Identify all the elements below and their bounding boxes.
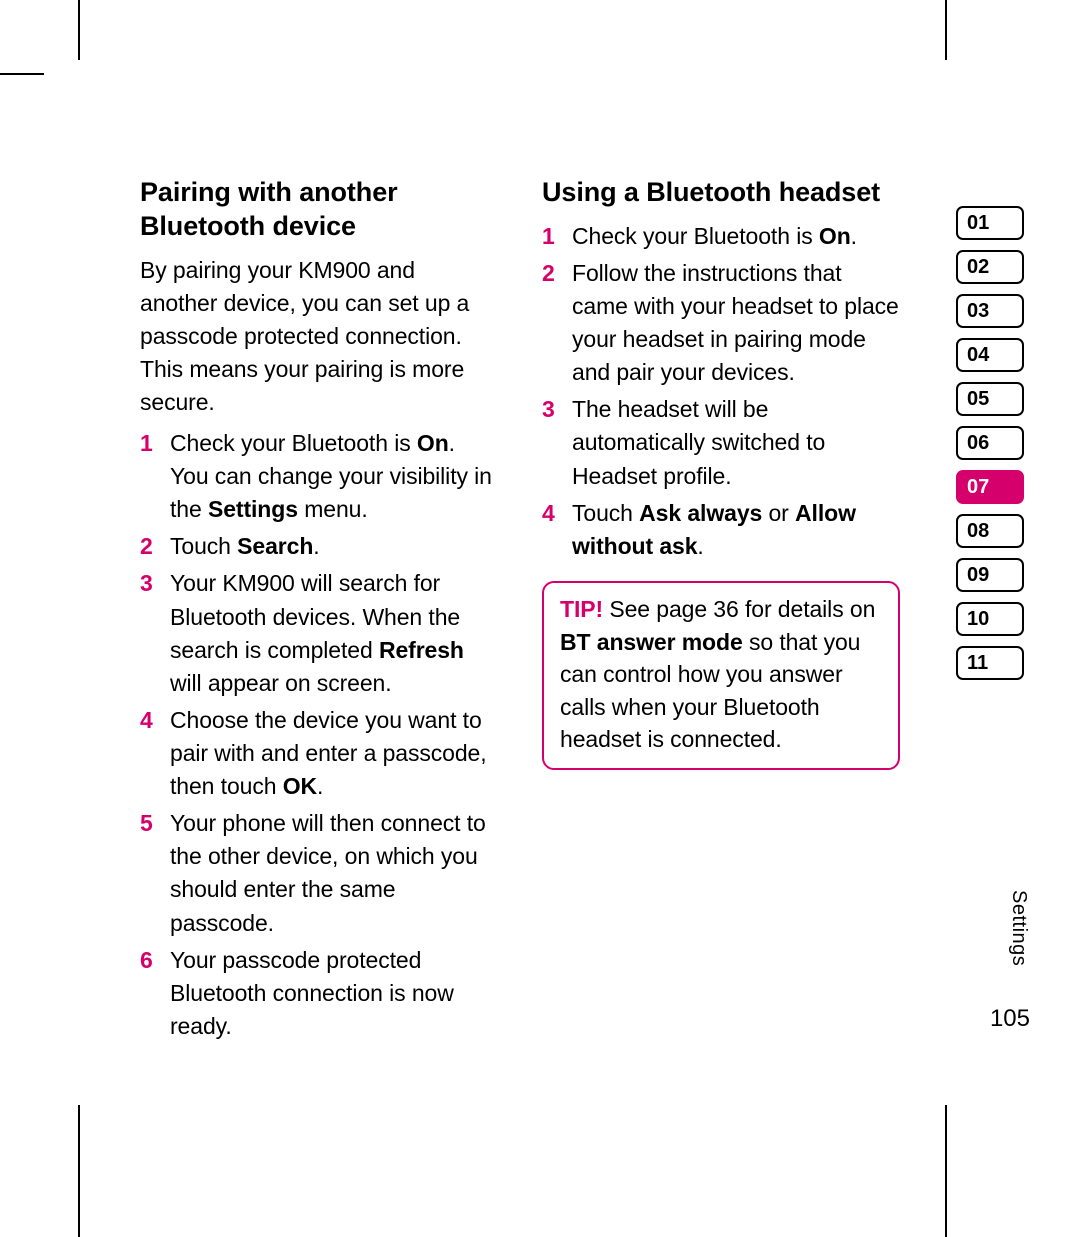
bold-on: On [819,223,851,249]
step-text: Follow the instructions that came with y… [572,260,899,385]
bold-refresh: Refresh [379,637,464,663]
manual-page: Pairing with another Bluetooth device By… [0,0,1080,1237]
tab-06[interactable]: 06 [956,426,1024,460]
pairing-steps: Check your Bluetooth is On. You can chan… [140,427,498,1043]
headset-steps: Check your Bluetooth is On. Follow the i… [542,220,900,563]
tab-07[interactable]: 07 [956,470,1024,504]
chapter-tabs: 01 02 03 04 05 06 07 08 09 10 11 [956,206,1024,690]
crop-mark [945,1105,947,1237]
left-column: Pairing with another Bluetooth device By… [140,176,498,1047]
section-side-label: Settings [1007,890,1030,966]
step-2: Follow the instructions that came with y… [542,257,900,389]
step-1: Check your Bluetooth is On. You can chan… [140,427,498,526]
tab-08[interactable]: 08 [956,514,1024,548]
section-heading-pairing: Pairing with another Bluetooth device [140,176,498,244]
step-5: Your phone will then connect to the othe… [140,807,498,939]
step-3: The headset will be automatically switch… [542,393,900,492]
step-1: Check your Bluetooth is On. [542,220,900,253]
step-text: Check your Bluetooth is [170,430,417,456]
tab-10[interactable]: 10 [956,602,1024,636]
tab-03[interactable]: 03 [956,294,1024,328]
step-text: or [762,500,795,526]
tab-01[interactable]: 01 [956,206,1024,240]
step-text: will appear on screen. [170,670,392,696]
step-text: The headset will be automatically switch… [572,396,825,488]
bold-bt-answer-mode: BT answer mode [560,629,743,655]
bold-on: On [417,430,449,456]
step-text: Check your Bluetooth is [572,223,819,249]
tab-11[interactable]: 11 [956,646,1024,680]
step-2: Touch Search. [140,530,498,563]
step-text: Your phone will then connect to the othe… [170,810,486,935]
bold-ask-always: Ask always [639,500,762,526]
step-text: menu. [298,496,368,522]
step-4: Choose the device you want to pair with … [140,704,498,803]
step-text: Touch [170,533,237,559]
bold-search: Search [237,533,313,559]
section-heading-headset: Using a Bluetooth headset [542,176,900,210]
step-text: . [851,223,857,249]
step-text: Touch [572,500,639,526]
step-text: . [697,533,703,559]
crop-mark [0,73,44,75]
tab-02[interactable]: 02 [956,250,1024,284]
crop-mark [945,0,947,60]
step-6: Your passcode protected Bluetooth connec… [140,944,498,1043]
tab-04[interactable]: 04 [956,338,1024,372]
bold-settings: Settings [208,496,298,522]
section-intro: By pairing your KM900 and another device… [140,254,498,420]
step-text: Choose the device you want to pair with … [170,707,487,799]
content-columns: Pairing with another Bluetooth device By… [140,176,900,1047]
step-3: Your KM900 will search for Bluetooth dev… [140,567,498,699]
crop-mark [78,1105,80,1237]
right-column: Using a Bluetooth headset Check your Blu… [542,176,900,1047]
tip-lead: TIP! [560,596,603,622]
step-text: Your passcode protected Bluetooth connec… [170,947,454,1039]
tab-09[interactable]: 09 [956,558,1024,592]
tip-box: TIP! See page 36 for details on BT answe… [542,581,900,770]
bold-ok: OK [283,773,317,799]
crop-mark [78,0,80,60]
tab-05[interactable]: 05 [956,382,1024,416]
step-text: . [317,773,323,799]
step-4: Touch Ask always or Allow without ask. [542,497,900,563]
page-number: 105 [990,1005,1030,1033]
tip-text: See page 36 for details on [603,596,875,622]
step-text: . [313,533,319,559]
